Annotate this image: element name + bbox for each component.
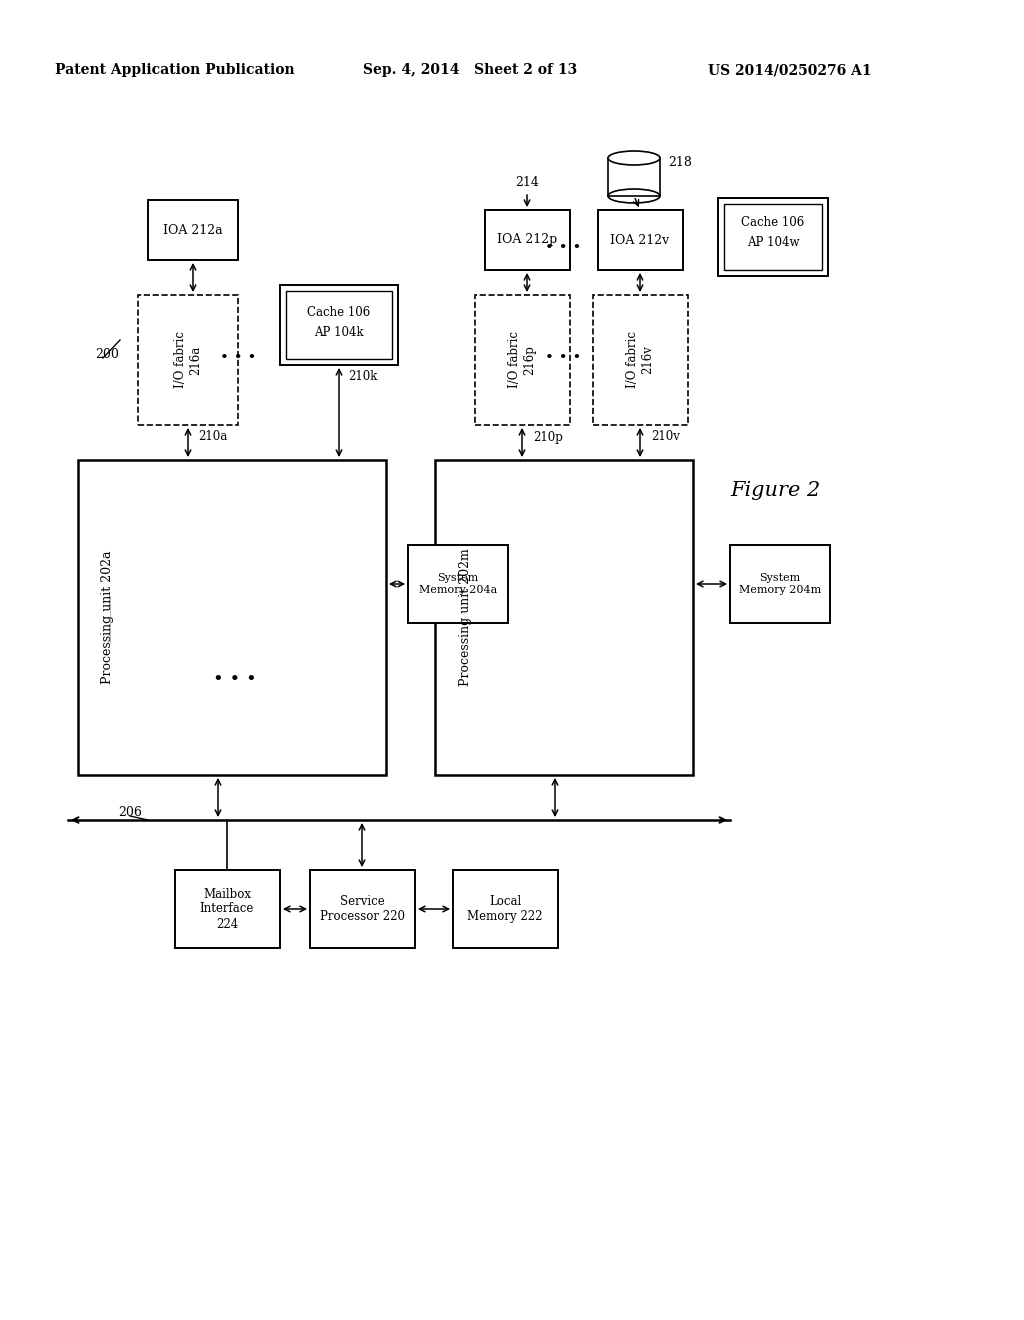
Text: ___________: ___________	[104, 595, 112, 643]
Text: Cache 106: Cache 106	[307, 306, 371, 319]
Text: • • •: • • •	[220, 351, 256, 366]
Text: Sep. 4, 2014   Sheet 2 of 13: Sep. 4, 2014 Sheet 2 of 13	[362, 63, 578, 77]
Text: • • •: • • •	[213, 671, 257, 689]
Bar	[598, 210, 683, 271]
Text: IOA 212p: IOA 212p	[497, 234, 557, 247]
Text: • • •: • • •	[545, 242, 582, 255]
Text: AP 104k: AP 104k	[314, 326, 364, 339]
Text: I/O fabric
216p: I/O fabric 216p	[508, 331, 536, 388]
Text: AP 104w: AP 104w	[746, 236, 800, 249]
Bar	[608, 158, 660, 195]
Bar	[286, 290, 392, 359]
Bar	[148, 201, 238, 260]
Bar	[138, 294, 238, 425]
Text: Mailbox
Interface
224: Mailbox Interface 224	[200, 887, 254, 931]
Text: 206: 206	[118, 805, 142, 818]
Text: 210v: 210v	[651, 430, 680, 444]
Text: 214: 214	[515, 176, 539, 189]
Text: 210a: 210a	[198, 430, 227, 444]
Text: Processing unit 202a: Processing unit 202a	[101, 550, 115, 684]
Bar	[718, 198, 828, 276]
Text: Figure 2: Figure 2	[730, 480, 820, 499]
Text: System
Memory 204m: System Memory 204m	[739, 573, 821, 595]
Bar	[408, 545, 508, 623]
Text: Service
Processor 220: Service Processor 220	[319, 895, 404, 923]
Text: 218: 218	[668, 157, 692, 169]
Bar	[175, 870, 280, 948]
Text: Local
Memory 222: Local Memory 222	[467, 895, 543, 923]
Text: 210p: 210p	[534, 430, 563, 444]
Text: Cache 106: Cache 106	[741, 216, 805, 230]
Text: System
Memory 204a: System Memory 204a	[419, 573, 497, 595]
Text: 210k: 210k	[348, 371, 378, 384]
Bar	[730, 545, 830, 623]
Text: Patent Application Publication: Patent Application Publication	[55, 63, 295, 77]
Ellipse shape	[608, 150, 660, 165]
Text: US 2014/0250276 A1: US 2014/0250276 A1	[709, 63, 871, 77]
Text: I/O fabric
216a: I/O fabric 216a	[174, 331, 202, 388]
Bar	[435, 459, 693, 775]
Bar	[78, 459, 386, 775]
Text: IOA 212v: IOA 212v	[610, 234, 670, 247]
Text: • • •: • • •	[545, 351, 582, 366]
Text: I/O fabric
216v: I/O fabric 216v	[626, 331, 654, 388]
Text: Processing unit 202m: Processing unit 202m	[459, 548, 471, 686]
Text: 200: 200	[95, 348, 119, 362]
Bar	[280, 285, 398, 366]
Bar	[593, 294, 688, 425]
Bar	[724, 205, 822, 271]
Text: IOA 212a: IOA 212a	[163, 223, 223, 236]
Bar	[475, 294, 570, 425]
Bar	[453, 870, 558, 948]
Bar	[485, 210, 570, 271]
Bar	[310, 870, 415, 948]
